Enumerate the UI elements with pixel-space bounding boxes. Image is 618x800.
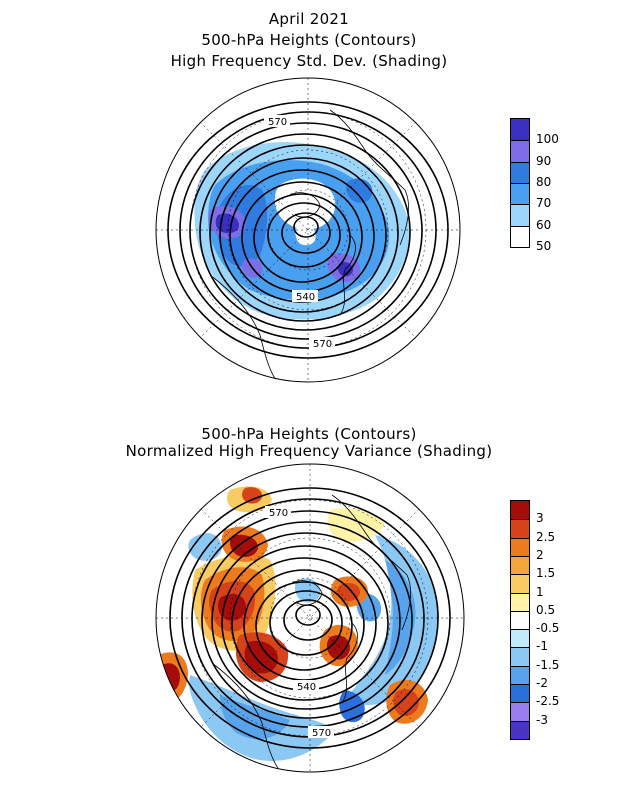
top-colorbar-segment — [511, 225, 529, 247]
top-contour-label-540: 540 — [296, 292, 315, 303]
bottom-contour-label-570-north: 570 — [269, 508, 288, 519]
bottom-colorbar-segment — [511, 665, 529, 685]
bottom-colorbar-label: -1 — [536, 639, 548, 654]
bottom-contour-label-540: 540 — [297, 682, 316, 693]
top-polar-map: 570 540 570 — [155, 77, 461, 383]
bottom-colorbar-segment — [511, 574, 529, 593]
top-colorbar-segment — [511, 119, 529, 141]
top-contour-label-570-south: 570 — [313, 339, 332, 350]
bottom-colorbar-segment — [511, 501, 529, 520]
bottom-contour-label-570-south: 570 — [312, 728, 331, 739]
bottom-colorbar-label: 3 — [536, 511, 544, 526]
bottom-contour-labels: 570 540 570 — [265, 506, 334, 739]
top-colorbar-label: 50 — [536, 239, 552, 253]
bottom-colorbar-segment — [511, 647, 529, 666]
bottom-colorbar-segment — [511, 720, 529, 739]
top-colorbar-label: 100 — [536, 132, 559, 147]
bottom-colorbar-label: 2 — [536, 547, 544, 562]
bottom-title-line-1: 500-hPa Heights (Contours) — [201, 425, 417, 443]
bottom-coastlines — [211, 494, 412, 772]
bottom-polar-map: 570 540 570 — [155, 463, 465, 773]
bottom-colorbar — [510, 500, 530, 740]
top-colorbar-label: 70 — [536, 196, 552, 211]
bottom-colorbar-label: -0.5 — [536, 621, 560, 636]
bottom-colorbar-label: 1.5 — [536, 566, 556, 581]
bottom-colorbar-segment — [511, 684, 529, 703]
top-colorbar-segment — [511, 161, 529, 183]
bottom-colorbar-label: -3 — [536, 712, 548, 727]
bottom-colorbar-segment — [511, 629, 529, 648]
bottom-colorbar-segment — [511, 537, 529, 556]
top-coastlines — [209, 109, 410, 382]
top-colorbar-segment — [511, 204, 529, 226]
bottom-colorbar-segment — [511, 555, 529, 575]
bottom-colorbar-label: 2.5 — [536, 529, 556, 544]
bottom-colorbar-segment — [511, 592, 529, 611]
top-height-contours — [167, 101, 449, 359]
top-colorbar-segment — [511, 183, 529, 205]
bottom-colorbar-segment — [511, 610, 529, 630]
top-title-line-2: 500-hPa Heights (Contours) — [201, 31, 417, 49]
top-colorbar-segment — [511, 140, 529, 162]
top-colorbar-label: 80 — [536, 175, 552, 189]
top-title-line-1: April 2021 — [268, 10, 350, 28]
top-contour-labels: 570 540 570 — [264, 115, 335, 350]
bottom-colorbar-label: 0.5 — [536, 602, 556, 617]
bottom-colorbar-segment — [511, 519, 529, 538]
bottom-title-line-2: Normalized High Frequency Variance (Shad… — [125, 442, 493, 460]
bottom-colorbar-label: -2.5 — [536, 694, 560, 709]
bottom-colorbar-label: -1.5 — [536, 657, 560, 672]
top-colorbar — [510, 118, 530, 248]
top-colorbar-label: 90 — [536, 153, 552, 168]
bottom-colorbar-segment — [511, 702, 529, 721]
top-contour-label-570-north: 570 — [268, 117, 287, 128]
bottom-colorbar-label: 1 — [536, 584, 544, 599]
top-title-line-3: High Frequency Std. Dev. (Shading) — [170, 52, 448, 70]
top-colorbar-label: 60 — [536, 217, 552, 232]
bottom-colorbar-label: -2 — [536, 676, 548, 691]
